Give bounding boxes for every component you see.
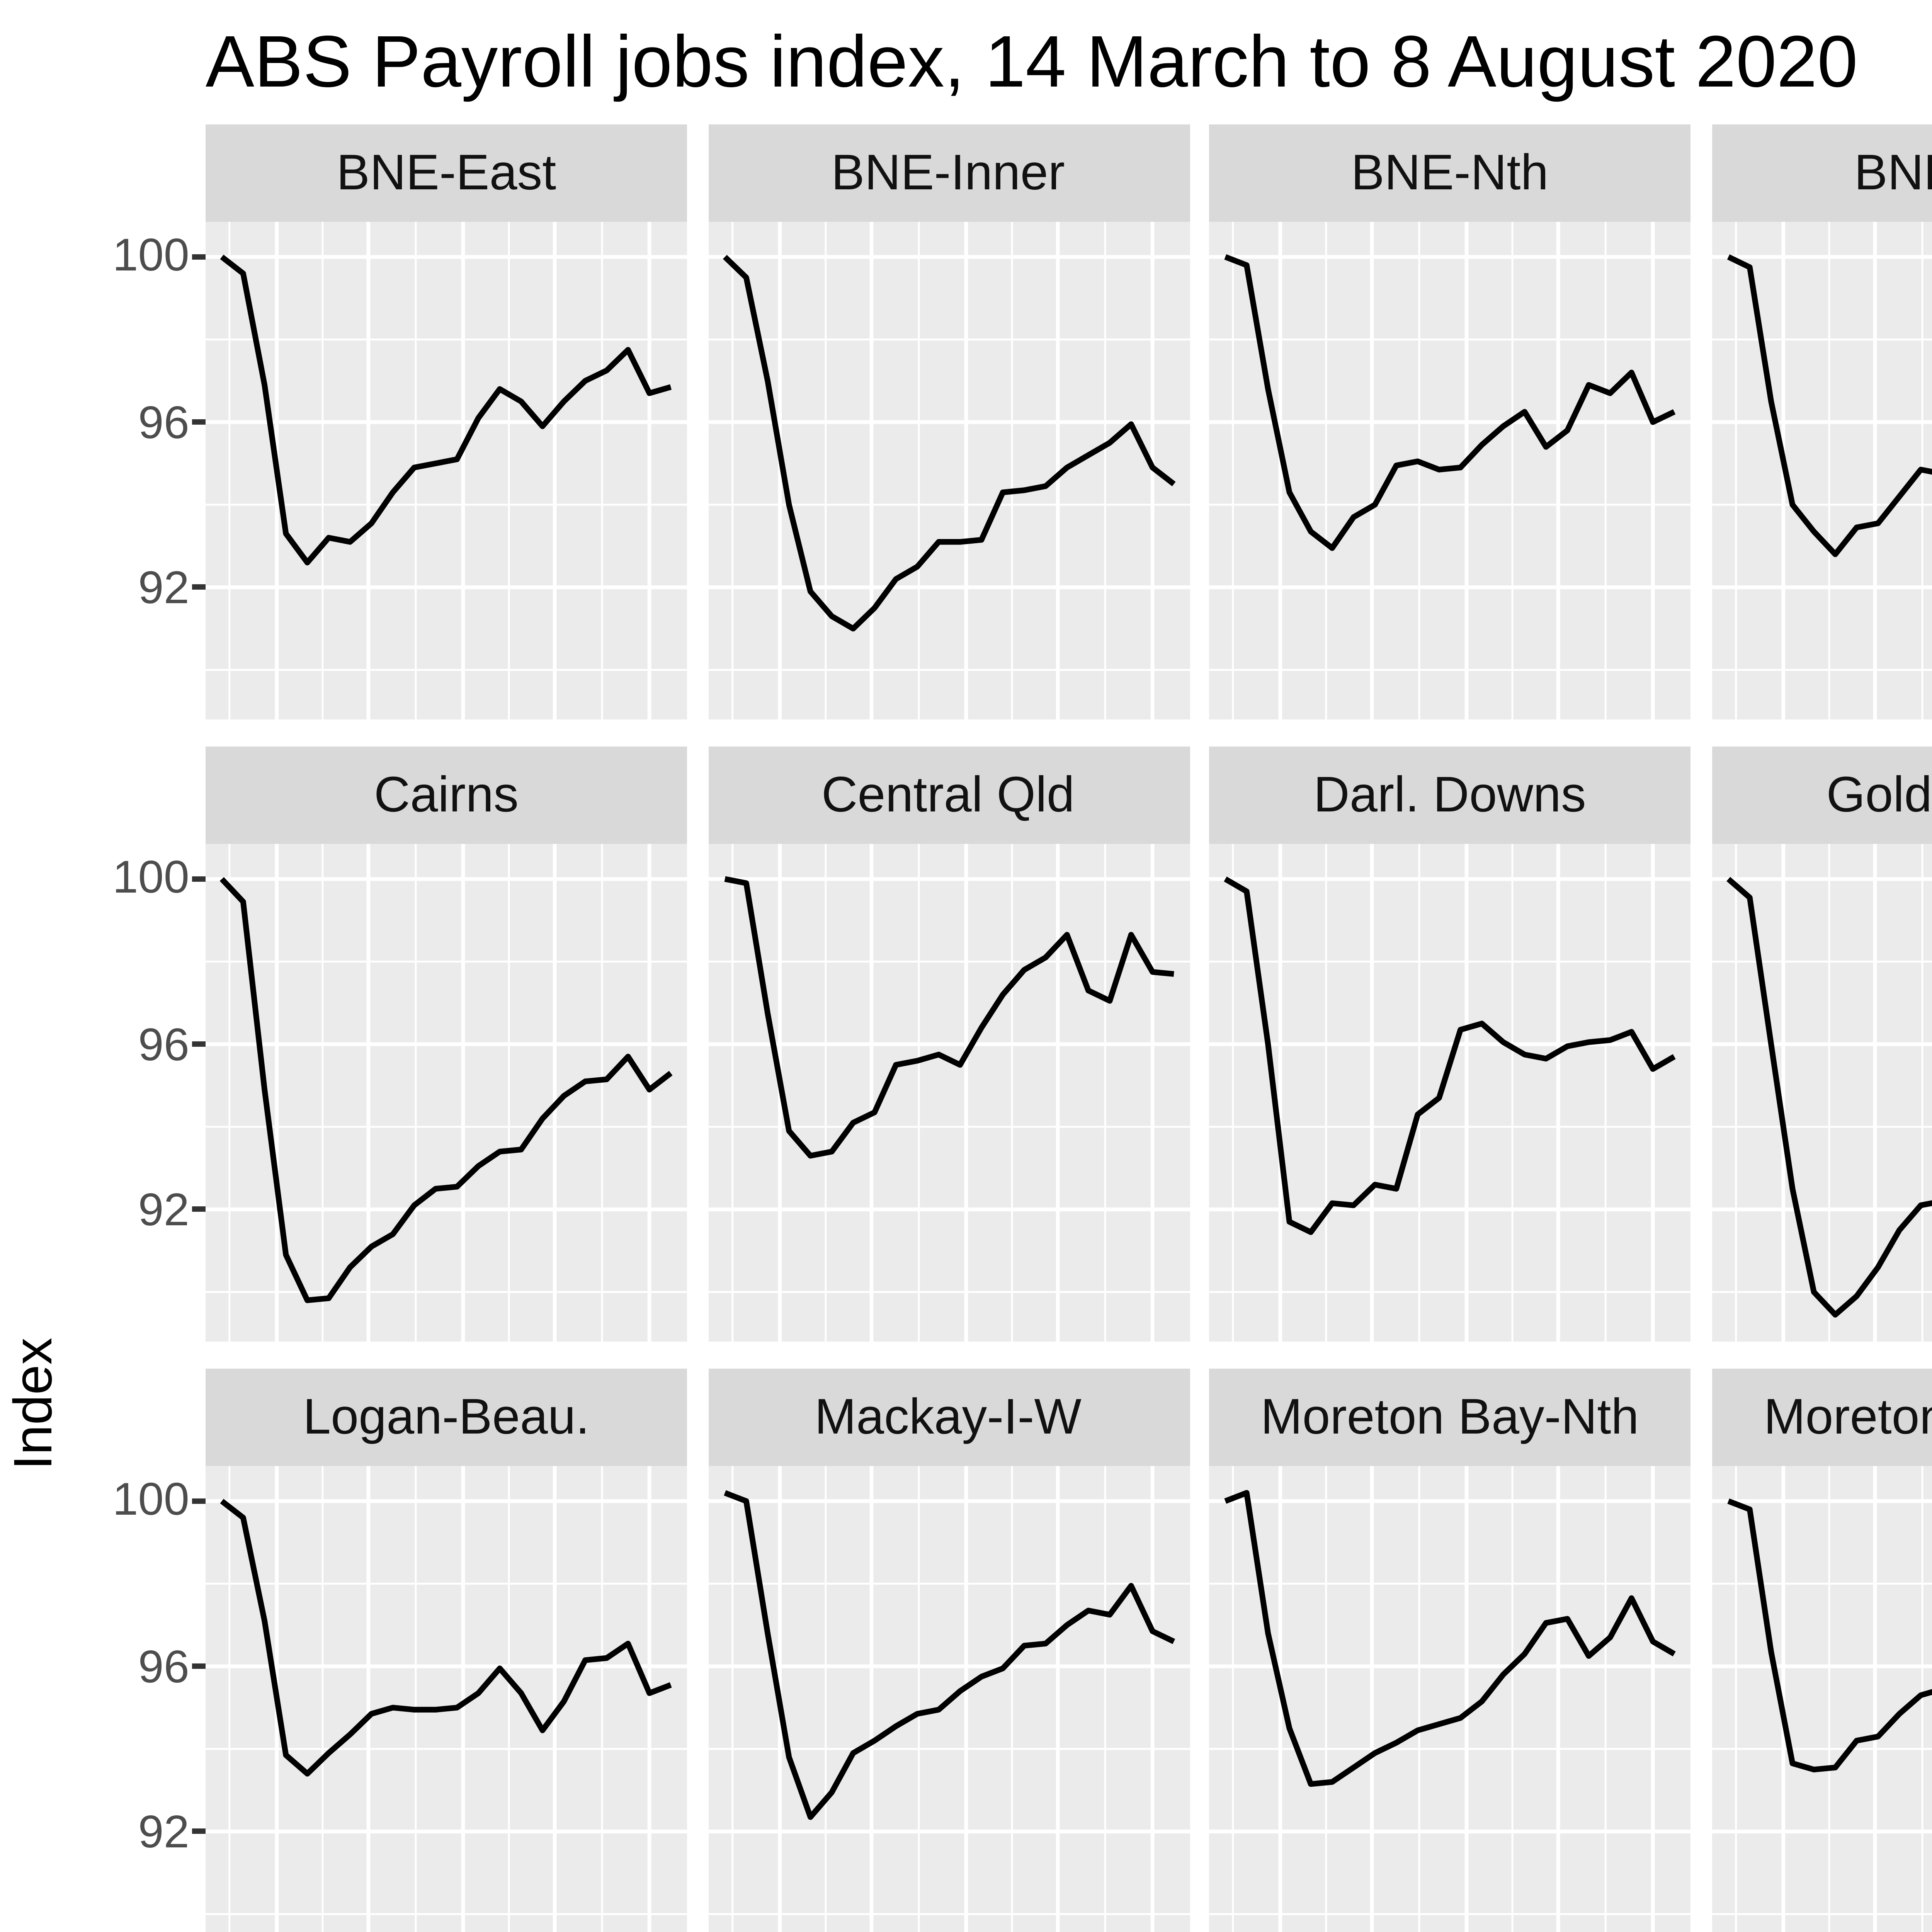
facet-strip-label: Darl. Downs bbox=[1313, 765, 1586, 822]
series-line bbox=[219, 877, 673, 1303]
facet-strip-label: Moreton Bay-Nth bbox=[1260, 1388, 1639, 1444]
facet-strip-label: Gold Coast bbox=[1826, 765, 1932, 822]
y-tick-label: 92 bbox=[138, 1184, 189, 1235]
y-axis-tick bbox=[192, 1664, 206, 1668]
facet-strip: Gold Coast bbox=[1711, 747, 1932, 844]
y-axis-tick bbox=[192, 1829, 206, 1834]
series-line bbox=[1224, 254, 1676, 551]
facet-gold-coast: Gold Coast bbox=[1711, 747, 1932, 1342]
facet-panel bbox=[1711, 1466, 1932, 1932]
facet-strip-label: BNE-Nth bbox=[1351, 143, 1549, 200]
facet-mackay-i-w: Mackay-I-W bbox=[707, 1369, 1189, 1932]
series-line bbox=[220, 1499, 672, 1777]
y-axis-tick bbox=[192, 255, 206, 259]
y-axis-tick bbox=[192, 1207, 206, 1212]
series-line bbox=[1224, 876, 1676, 1235]
facet-panel bbox=[1209, 844, 1690, 1342]
facet-strip-label: Moreton Bay-Sth bbox=[1764, 1388, 1932, 1444]
facet-panel bbox=[1711, 844, 1932, 1342]
facet-strip-label: BNE-East bbox=[336, 143, 556, 200]
facet-strip: Darl. Downs bbox=[1209, 747, 1690, 844]
facet-panel bbox=[206, 844, 687, 1342]
series-line bbox=[220, 255, 672, 566]
facet-bne-sth: BNE-Sth bbox=[1711, 124, 1932, 719]
facet-panel bbox=[707, 844, 1189, 1342]
facet-panel bbox=[707, 222, 1189, 719]
facet-panel bbox=[1209, 1466, 1690, 1932]
facet-bne-east: BNE-East 100 96 92 bbox=[112, 124, 687, 719]
facet-strip: Logan-Beau. bbox=[206, 1369, 687, 1466]
facet-panel bbox=[206, 1466, 687, 1932]
facet-strip-label: BNE-Inner bbox=[831, 143, 1065, 200]
facet-strip-label: Logan-Beau. bbox=[303, 1388, 590, 1444]
facet-bne-nth: BNE-Nth bbox=[1209, 124, 1690, 719]
y-tick-label: 96 bbox=[138, 396, 189, 448]
facet-strip: Moreton Bay-Sth bbox=[1711, 1369, 1932, 1466]
series-line bbox=[1726, 1498, 1932, 1772]
facet-moreton-bay-sth: Moreton Bay-Sth bbox=[1711, 1369, 1932, 1932]
facet-strip: Cairns bbox=[206, 747, 687, 844]
y-tick-label: 96 bbox=[138, 1018, 189, 1070]
facet-panel bbox=[1711, 222, 1932, 719]
y-tick-label: 92 bbox=[138, 1806, 189, 1857]
facet-strip: Central Qld bbox=[707, 747, 1189, 844]
facet-panel bbox=[707, 1466, 1189, 1932]
y-tick-label: 96 bbox=[138, 1640, 189, 1692]
facet-moreton-bay-nth: Moreton Bay-Nth bbox=[1209, 1369, 1690, 1932]
facet-strip-label: BNE-Sth bbox=[1854, 143, 1932, 200]
y-axis-tick bbox=[192, 1499, 206, 1503]
series-line bbox=[1726, 254, 1932, 557]
facet-logan-beau-: Logan-Beau. 100 96 92 bbox=[112, 1369, 687, 1932]
facet-central-qld: Central Qld bbox=[707, 747, 1189, 1342]
y-axis-tick bbox=[192, 1042, 206, 1046]
facet-strip: Moreton Bay-Nth bbox=[1209, 1369, 1690, 1466]
series-line bbox=[723, 876, 1173, 1159]
facet-bne-inner: BNE-Inner bbox=[707, 124, 1189, 719]
facet-strip: BNE-East bbox=[206, 124, 687, 222]
facet-panel bbox=[1209, 222, 1690, 719]
page-title: ABS Payroll jobs index, 14 March to 8 Au… bbox=[206, 22, 1858, 103]
series-line bbox=[1725, 877, 1932, 1318]
series-line bbox=[722, 1490, 1174, 1820]
y-tick-label: 100 bbox=[112, 231, 189, 283]
facet-panel bbox=[206, 222, 687, 719]
y-axis-tick bbox=[192, 877, 206, 881]
y-tick-label: 100 bbox=[112, 1475, 189, 1527]
facet-strip: BNE-Nth bbox=[1209, 124, 1690, 222]
y-axis-tick bbox=[192, 420, 206, 424]
y-axis-title: Index bbox=[5, 1337, 65, 1470]
series-line bbox=[721, 255, 1174, 632]
facet-strip-label: Mackay-I-W bbox=[815, 1388, 1082, 1444]
facet-strip-label: Cairns bbox=[374, 765, 519, 822]
y-tick-label: 100 bbox=[112, 853, 189, 905]
facet-strip: BNE-Sth bbox=[1711, 124, 1932, 222]
y-tick-label: 92 bbox=[138, 561, 189, 613]
y-axis-tick bbox=[192, 585, 206, 590]
facet-strip: Mackay-I-W bbox=[707, 1369, 1189, 1466]
facet-strip: BNE-Inner bbox=[707, 124, 1189, 222]
facet-cairns: Cairns 100 96 92 bbox=[112, 747, 687, 1342]
facet-darl-downs: Darl. Downs bbox=[1209, 747, 1690, 1342]
series-line bbox=[1224, 1490, 1676, 1787]
facet-strip-label: Central Qld bbox=[821, 765, 1075, 822]
